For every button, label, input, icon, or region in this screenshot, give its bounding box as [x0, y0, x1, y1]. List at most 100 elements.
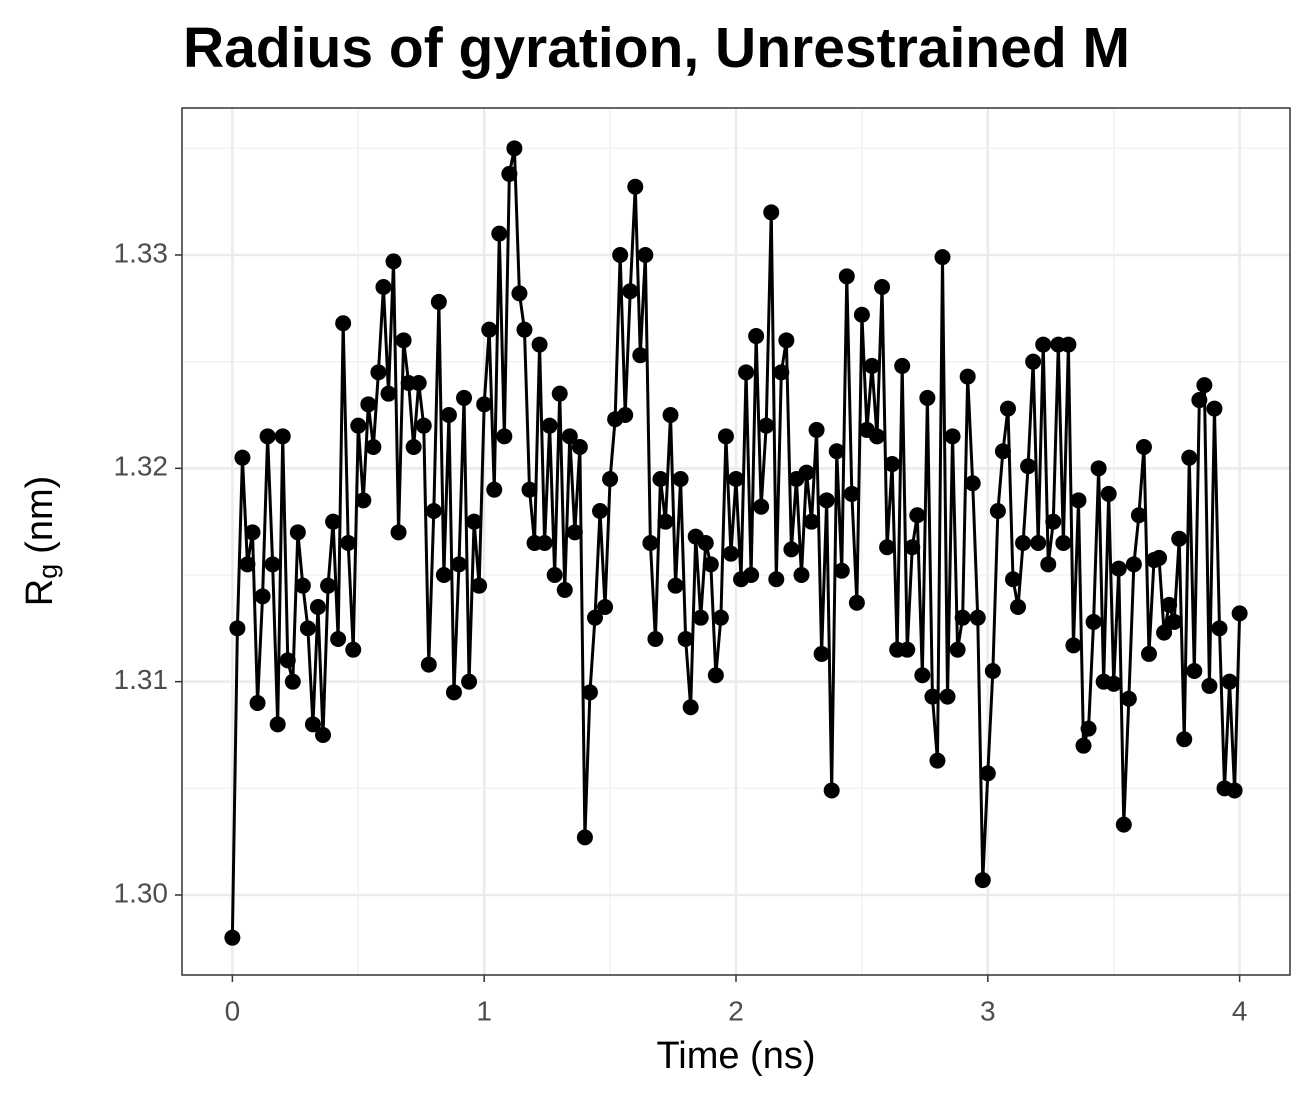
data-point: [1075, 737, 1092, 754]
data-point: [410, 374, 427, 391]
data-point: [395, 332, 412, 349]
data-point: [1060, 336, 1077, 353]
data-point: [501, 165, 518, 182]
data-point: [853, 306, 870, 323]
data-point: [914, 667, 931, 684]
y-label-sub: g: [33, 564, 63, 579]
data-point: [566, 524, 583, 541]
data-point: [1125, 556, 1142, 573]
data-point: [581, 684, 598, 701]
data-point: [692, 609, 709, 626]
data-point: [385, 253, 402, 270]
data-point: [360, 396, 377, 413]
data-point: [380, 385, 397, 402]
data-point: [1085, 613, 1102, 630]
data-point: [1176, 731, 1193, 748]
data-point: [1171, 530, 1188, 547]
data-point: [843, 485, 860, 502]
y-tick-label: 1.32: [114, 451, 169, 482]
data-point: [430, 293, 447, 310]
data-point: [808, 421, 825, 438]
data-point: [561, 428, 578, 445]
data-point: [1186, 662, 1203, 679]
data-point: [738, 364, 755, 381]
plot-marks: [224, 140, 1248, 946]
data-point: [224, 929, 241, 946]
data-point: [944, 428, 961, 445]
grid: [182, 108, 1290, 975]
data-point: [390, 524, 407, 541]
data-point: [798, 464, 815, 481]
data-point: [874, 278, 891, 295]
data-point: [768, 571, 785, 588]
data-point: [1020, 458, 1037, 475]
data-point: [899, 641, 916, 658]
x-tick-label: 0: [225, 995, 241, 1026]
data-point: [486, 481, 503, 498]
data-point: [365, 438, 382, 455]
data-point: [1015, 534, 1032, 551]
data-point: [667, 577, 684, 594]
data-point: [1166, 613, 1183, 630]
data-point: [612, 246, 629, 263]
data-point: [1191, 392, 1208, 409]
data-point: [848, 594, 865, 611]
data-point: [924, 688, 941, 705]
data-point: [370, 364, 387, 381]
data-point: [451, 556, 467, 573]
data-point: [869, 428, 886, 445]
data-point: [828, 443, 845, 460]
data-point: [722, 545, 739, 562]
data-point: [466, 513, 483, 530]
data-point: [576, 829, 593, 846]
data-point: [1055, 534, 1072, 551]
data-point: [677, 630, 694, 647]
data-point: [748, 328, 765, 345]
data-point: [642, 534, 659, 551]
data-point: [571, 438, 588, 455]
data-point: [717, 428, 734, 445]
data-point: [350, 417, 367, 434]
data-point: [531, 336, 548, 353]
data-point: [823, 782, 840, 799]
data-point: [586, 609, 603, 626]
data-point: [511, 285, 528, 302]
data-point: [813, 645, 830, 662]
data-point: [1115, 816, 1132, 833]
data-point: [415, 417, 432, 434]
data-point: [315, 726, 332, 743]
data-point: [1090, 460, 1107, 477]
data-point: [299, 620, 316, 637]
data-point: [682, 699, 699, 716]
data-point: [1010, 598, 1027, 615]
data-point: [919, 389, 936, 406]
data-point: [1156, 624, 1173, 641]
data-point: [939, 688, 956, 705]
data-point: [1030, 534, 1047, 551]
data-point: [954, 609, 971, 626]
data-point: [657, 513, 674, 530]
data-point: [627, 178, 644, 195]
data-point: [556, 581, 573, 598]
data-point: [1161, 596, 1178, 613]
data-point: [1140, 645, 1157, 662]
data-point: [269, 716, 286, 733]
data-point: [1151, 549, 1168, 566]
data-point: [506, 140, 523, 157]
data-point: [516, 321, 533, 338]
data-point: [753, 498, 770, 515]
data-point: [1025, 353, 1042, 370]
data-point: [289, 524, 306, 541]
data-point: [330, 630, 347, 647]
data-point: [989, 502, 1006, 519]
data-point: [1070, 492, 1087, 509]
data-point: [335, 315, 352, 332]
data-point: [325, 513, 342, 530]
data-point: [274, 428, 291, 445]
data-point: [697, 534, 714, 551]
data-point: [969, 609, 986, 626]
data-point: [355, 492, 372, 509]
data-point: [536, 534, 553, 551]
data-point: [279, 652, 296, 669]
